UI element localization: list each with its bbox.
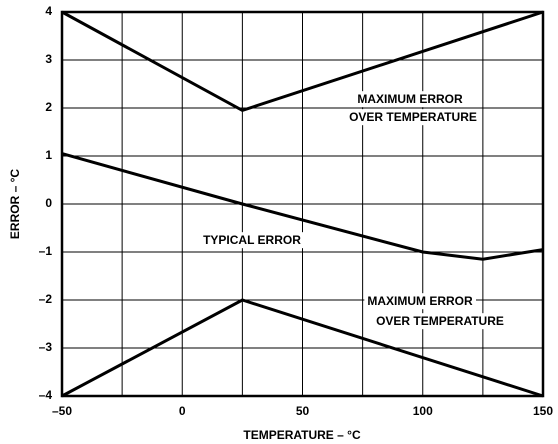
annotation: OVER TEMPERATURE — [349, 110, 477, 124]
annotation: OVER TEMPERATURE — [376, 314, 504, 328]
x-tick-label: 100 — [413, 404, 433, 418]
y-tick-label: 2 — [45, 100, 52, 114]
annotation-bg — [200, 232, 305, 249]
x-tick-label: 50 — [296, 404, 310, 418]
line — [61, 10, 544, 113]
line — [61, 152, 544, 261]
x-tick-label: 0 — [179, 404, 186, 418]
y-tick-label: –1 — [39, 244, 53, 258]
y-tick-label: –3 — [39, 340, 53, 354]
annotation: MAXIMUM ERROR — [357, 92, 463, 106]
annotation-bg — [373, 313, 507, 330]
y-axis-label: ERROR – °C — [8, 169, 22, 239]
line — [61, 298, 544, 398]
plot-frame — [60, 10, 545, 398]
annotation-bg — [346, 109, 480, 126]
x-tick-label: –50 — [52, 404, 72, 418]
annotation-bg — [354, 91, 466, 108]
y-tick-label: 4 — [45, 4, 52, 18]
x-axis-label: TEMPERATURE – °C — [243, 428, 361, 442]
y-tick-label: –2 — [39, 292, 53, 306]
annotation-bg — [364, 293, 476, 310]
y-tick-label: 0 — [45, 196, 52, 210]
annotation: MAXIMUM ERROR — [367, 294, 473, 308]
y-tick-label: 1 — [45, 148, 52, 162]
y-tick-label: –4 — [39, 388, 53, 402]
y-tick-label: 3 — [45, 52, 52, 66]
x-tick-label: 150 — [533, 404, 553, 418]
annotation: TYPICAL ERROR — [203, 233, 301, 247]
